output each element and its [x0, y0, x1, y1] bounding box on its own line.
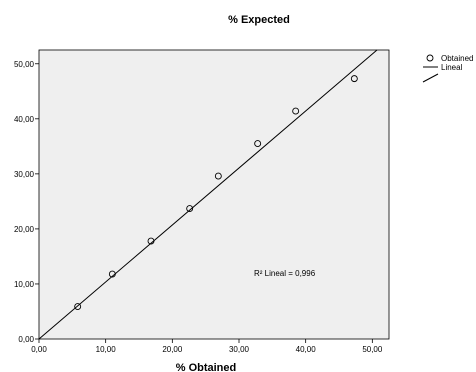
- data-points: [74, 75, 358, 310]
- fit-line: [38, 49, 378, 340]
- chart-title: % Expected: [228, 14, 290, 26]
- x-tick-label: 20,00: [162, 345, 183, 354]
- y-tick-label: 10,00: [14, 280, 35, 289]
- plot-area: [38, 49, 390, 340]
- legend-label-lineal: Lineal: [441, 63, 463, 72]
- legend-slash-mark: [422, 73, 439, 83]
- y-tick-label: 50,00: [14, 60, 35, 69]
- legend-label-obtained: Obtained: [441, 54, 473, 63]
- data-point: [74, 303, 82, 310]
- legend: Obtained Lineal: [422, 54, 473, 83]
- x-tick-label: 0,00: [31, 345, 47, 354]
- data-point: [292, 107, 300, 115]
- data-point: [254, 140, 262, 148]
- data-point: [186, 205, 194, 212]
- data-point: [214, 172, 222, 180]
- x-tick-label: 50,00: [362, 345, 383, 354]
- x-axis: 0,00 10,00 20,00 30,00 40,00 50,00: [31, 339, 383, 354]
- data-point: [147, 237, 155, 245]
- x-tick-label: 10,00: [96, 345, 117, 354]
- data-point: [108, 270, 116, 278]
- x-tick-label: 40,00: [296, 345, 317, 354]
- y-tick-label: 40,00: [14, 115, 35, 124]
- y-tick-label: 30,00: [14, 170, 35, 179]
- y-tick-label: 0,00: [18, 335, 34, 344]
- data-point: [350, 75, 358, 83]
- x-tick-label: 30,00: [229, 345, 250, 354]
- legend-marker-obtained: [426, 54, 434, 62]
- x-axis-label: % Obtained: [176, 362, 237, 372]
- y-axis: 0,00 10,00 20,00 30,00 40,00 50,00: [14, 60, 39, 344]
- y-tick-label: 20,00: [14, 225, 35, 234]
- r-squared-annotation: R² Lineal = 0,996: [254, 269, 316, 278]
